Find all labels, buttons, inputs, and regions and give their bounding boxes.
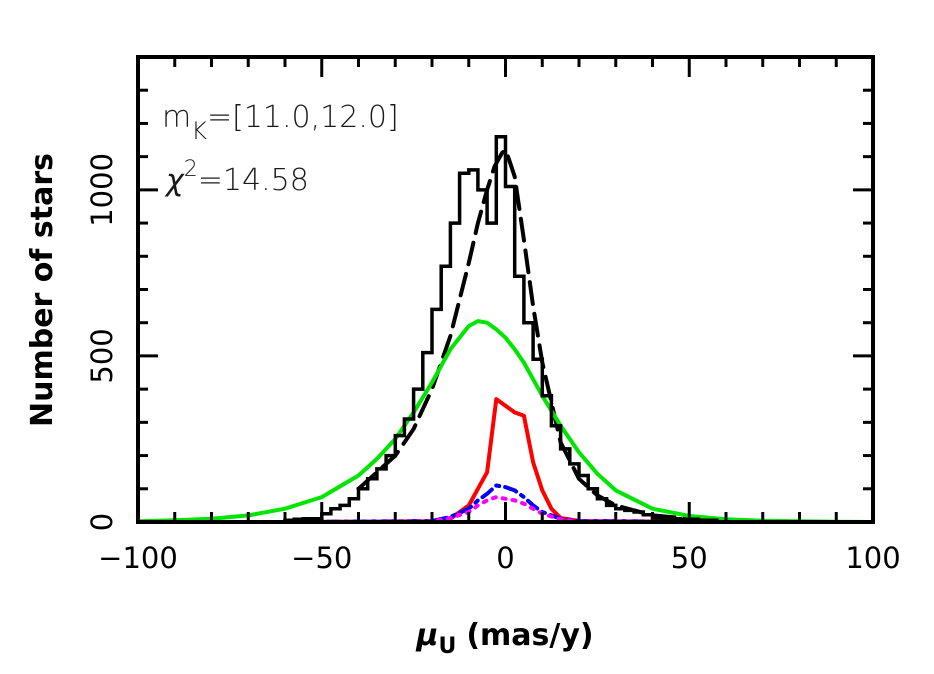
x-axis-subscript: U	[438, 634, 456, 659]
x-axis-symbol: μ	[415, 618, 438, 653]
x-axis-title: μU (mas/y)	[415, 618, 593, 659]
x-tick-labels: −100 −50 0 50 100	[98, 541, 901, 575]
x-tick-label: −50	[291, 541, 352, 575]
x-tick-label: 50	[671, 541, 708, 575]
x-tick-label: 100	[845, 541, 900, 575]
y-tick-labels: 0 500 1000	[85, 153, 119, 531]
chi-value: =14.58	[198, 163, 309, 198]
y-axis-title: Number of stars	[25, 153, 60, 427]
y-tick-label: 0	[85, 513, 119, 531]
series-line-1	[356, 148, 692, 521]
y-tick-label: 1000	[85, 153, 119, 227]
mag-prefix: m	[162, 100, 191, 135]
x-tick-label: −100	[98, 541, 178, 575]
observed-histogram	[138, 134, 873, 524]
series-line-5	[136, 495, 875, 524]
mag-subscript: K	[191, 117, 207, 145]
magnitude-range-annotation: mK=[11.0,12.0]	[162, 100, 399, 145]
chi-symbol: χ	[164, 163, 185, 198]
chi-squared-annotation: χ2=14.58	[164, 157, 309, 198]
x-axis-unit: (mas/y)	[466, 618, 593, 653]
x-tick-label: 0	[496, 541, 514, 575]
tick-layer	[136, 55, 875, 524]
series-line-2	[136, 319, 875, 524]
histogram-layer	[138, 134, 873, 524]
y-tick-label: 500	[85, 328, 119, 383]
chi-superscript: 2	[184, 157, 198, 182]
series-layer	[136, 148, 875, 524]
mag-range: =[11.0,12.0]	[207, 100, 399, 135]
